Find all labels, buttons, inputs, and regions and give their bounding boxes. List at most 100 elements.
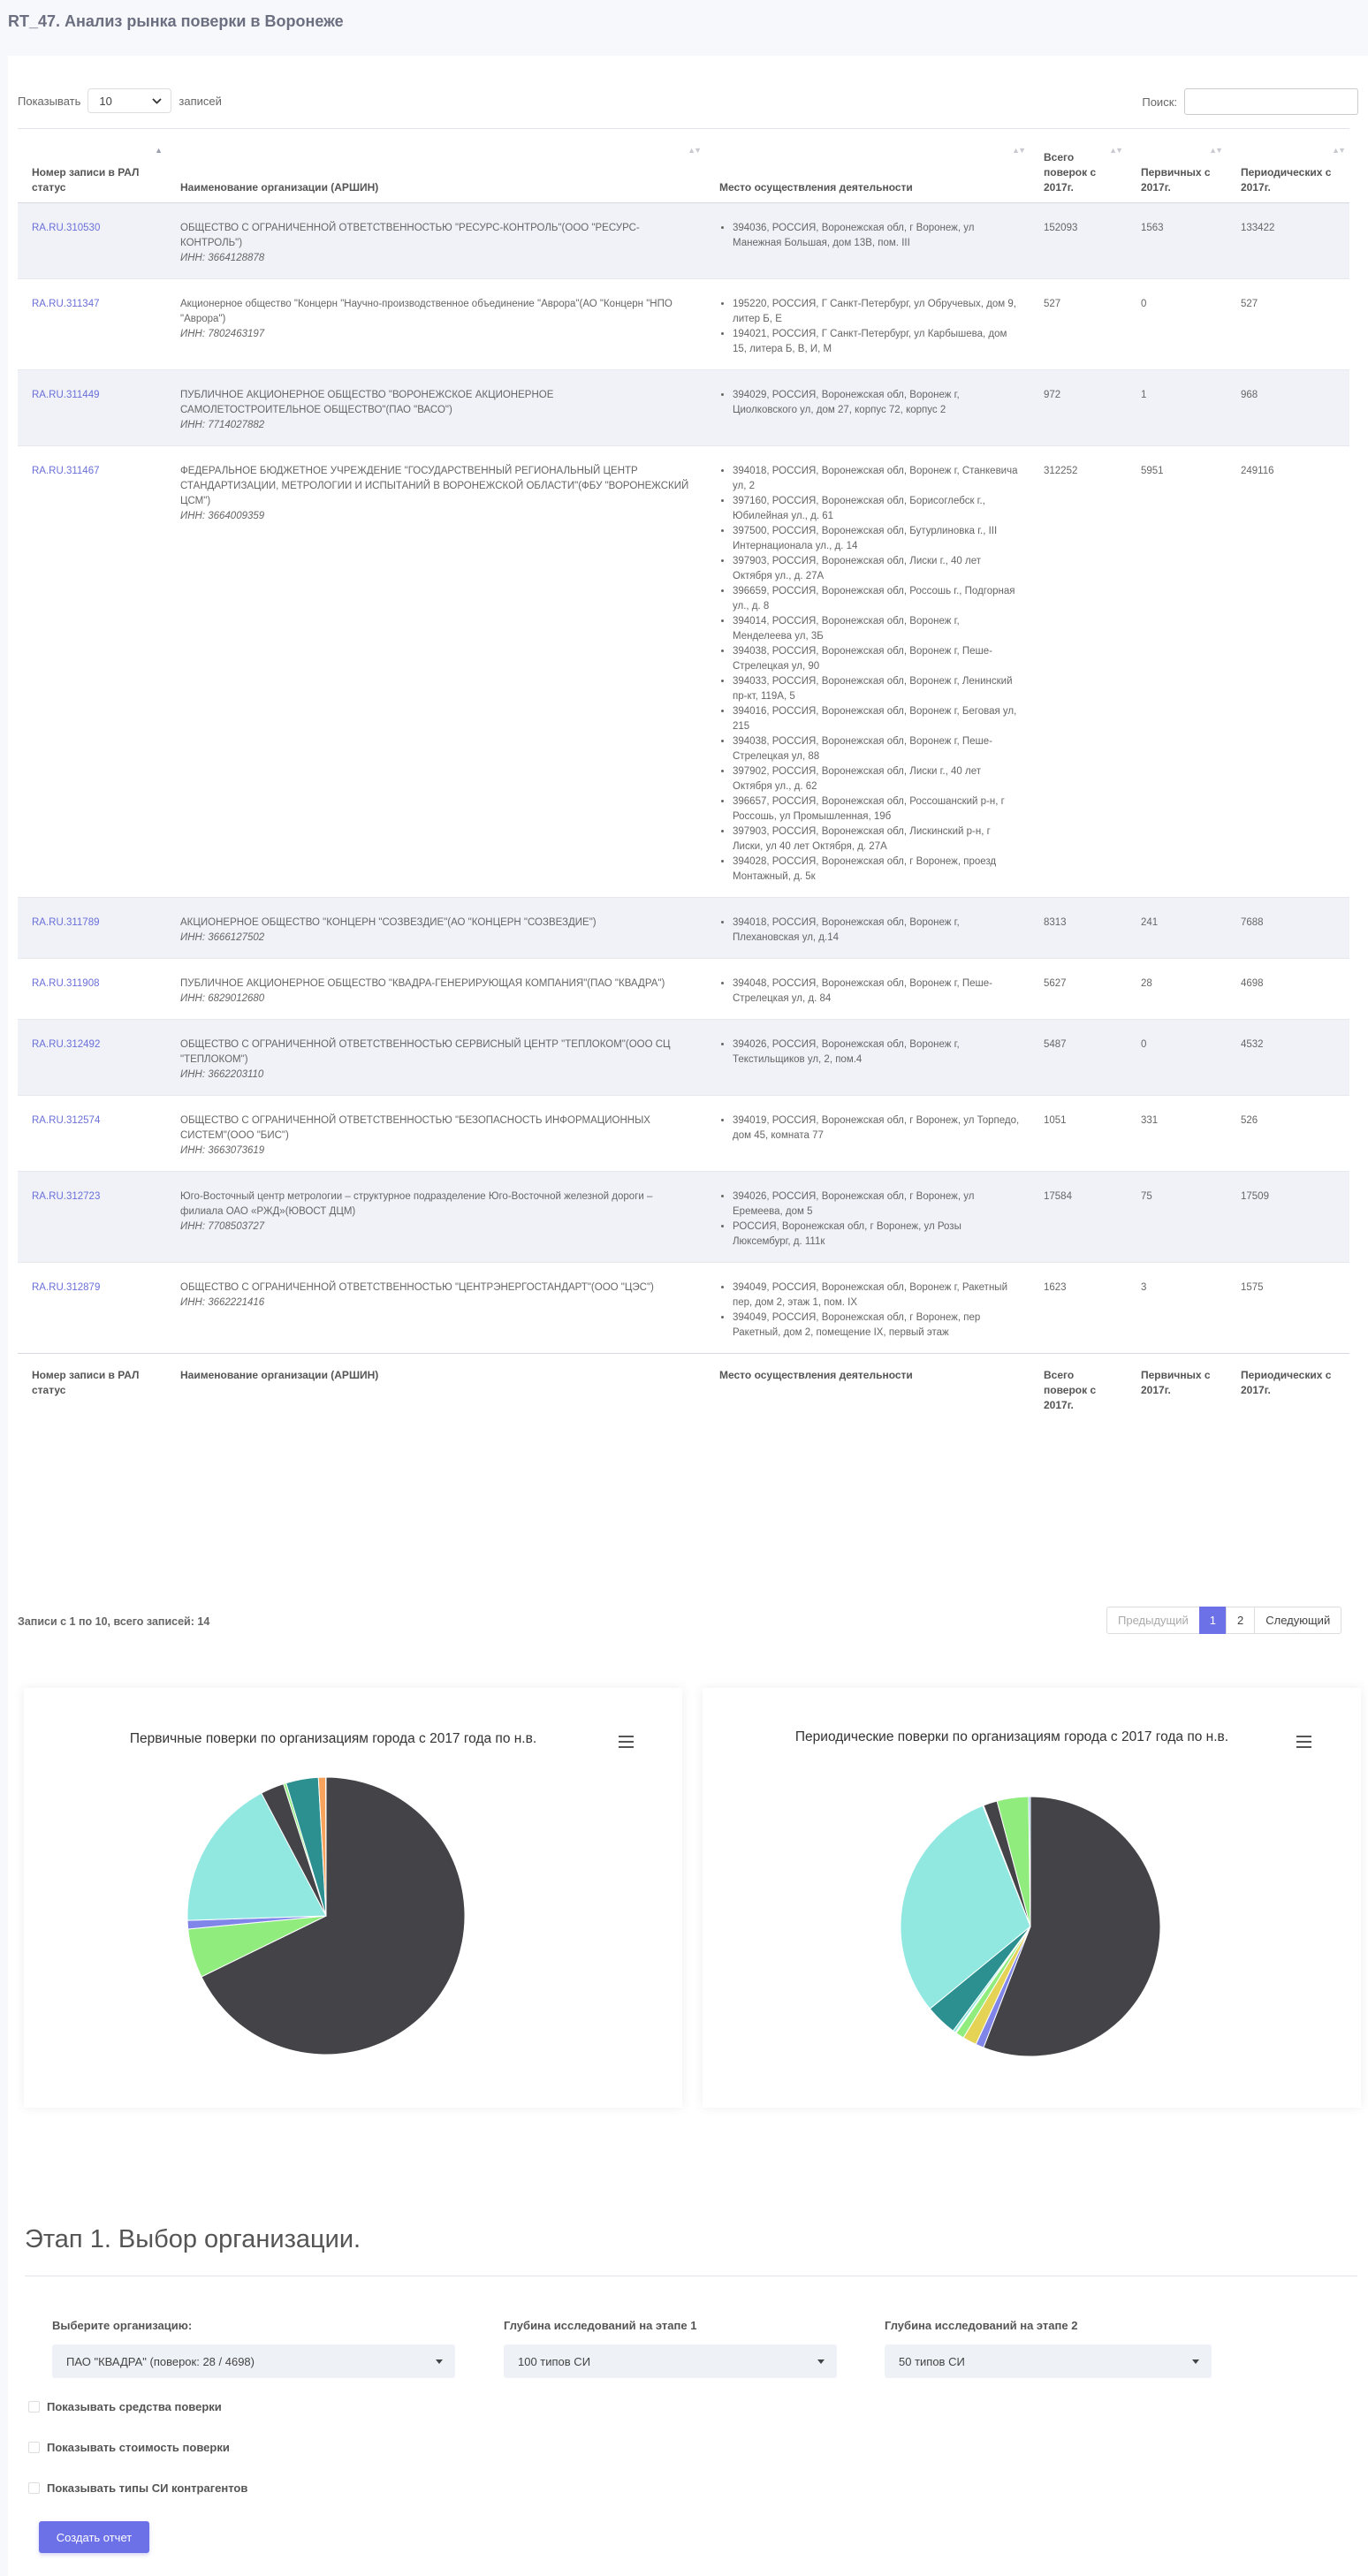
cell-org: ПУБЛИЧНОЕ АКЦИОНЕРНОЕ ОБЩЕСТВО "ВОРОНЕЖС… <box>166 369 705 446</box>
pie-slice[interactable] <box>201 1776 466 2055</box>
table-row: RA.RU.311789 АКЦИОНЕРНОЕ ОБЩЕСТВО "КОНЦЕР… <box>18 897 1349 959</box>
cell-primary: 28 <box>1127 958 1227 1020</box>
record-link[interactable]: RA.RU.311449 <box>32 390 100 400</box>
place-list: 394018, РОССИЯ, Воронежская обл, Воронеж… <box>733 916 1021 946</box>
place-item: 394014, РОССИЯ, Воронежская обл, Воронеж… <box>733 614 1021 644</box>
org-inn: ИНН: 7802463197 <box>180 329 265 339</box>
place-item: 194021, РОССИЯ, Г Санкт-Петербург, ул Ка… <box>733 327 1021 357</box>
org-name: Юго-Восточный центр метрологии – структу… <box>180 1191 653 1217</box>
checkbox-box[interactable] <box>28 2442 40 2453</box>
org-inn: ИНН: 6829012680 <box>180 993 265 1004</box>
cell-org: ФЕДЕРАЛЬНОЕ БЮДЖЕТНОЕ УЧРЕЖДЕНИЕ "ГОСУДА… <box>166 445 705 898</box>
footer-total: Всего поверок с 2017г. <box>1030 1353 1127 1432</box>
org-select[interactable]: ПАО "КВАДРА" (поверок: 28 / 4698) <box>52 2344 455 2378</box>
length-value: 10 <box>99 94 112 108</box>
col-header-total[interactable]: Всего поверок с 2017г. ▲▼ <box>1030 128 1127 203</box>
length-control: Показывать 10 записей <box>18 88 222 113</box>
col-header-org[interactable]: Наименование организации (АРШИН) ▲▼ <box>166 128 705 203</box>
footer-place: Место осуществления деятельности <box>705 1353 1030 1432</box>
cell-total: 5487 <box>1030 1019 1127 1096</box>
depth1-select-value: 100 типов СИ <box>518 2354 591 2368</box>
place-item: 394028, РОССИЯ, Воронежская обл, г Ворон… <box>733 855 1021 885</box>
checkbox-label: Показывать средства поверки <box>47 2400 222 2413</box>
place-list: 394018, РОССИЯ, Воронежская обл, Воронеж… <box>733 464 1021 885</box>
place-list: 394049, РОССИЯ, Воронежская обл, Воронеж… <box>733 1280 1021 1341</box>
prev-page-button[interactable]: Предыдущий <box>1106 1607 1200 1634</box>
record-link[interactable]: RA.RU.310530 <box>32 223 101 233</box>
chart-title: Периодические поверки по организациям го… <box>794 1729 1229 1744</box>
pie-slice[interactable] <box>900 1805 1031 2010</box>
record-link[interactable]: RA.RU.311467 <box>32 466 100 476</box>
cell-primary: 1563 <box>1127 202 1227 279</box>
cell-periodic: 133422 <box>1227 202 1349 279</box>
periodic-chart: Периодические поверки по организациям го… <box>703 1688 1361 2108</box>
show-cost-checkbox[interactable]: Показывать стоимость поверки <box>28 2441 230 2454</box>
pie-slice[interactable] <box>186 1792 327 1921</box>
place-item: 397903, РОССИЯ, Воронежская обл, Лискинс… <box>733 824 1021 855</box>
page-button-1[interactable]: 1 <box>1198 1607 1227 1634</box>
depth2-select[interactable]: 50 типов СИ <box>885 2344 1212 2378</box>
checkbox-label: Показывать стоимость поверки <box>47 2441 230 2454</box>
cell-number: RA.RU.311789 <box>18 897 166 959</box>
place-list: 195220, РОССИЯ, Г Санкт-Петербург, ул Об… <box>733 297 1021 357</box>
cell-org: ОБЩЕСТВО С ОГРАНИЧЕННОЙ ОТВЕТСТВЕННОСТЬЮ… <box>166 1019 705 1096</box>
org-name: ОБЩЕСТВО С ОГРАНИЧЕННОЙ ОТВЕТСТВЕННОСТЬЮ… <box>180 223 640 248</box>
cell-periodic: 249116 <box>1227 445 1349 898</box>
col-header-primary[interactable]: Первичных с 2017г. ▲▼ <box>1127 128 1227 203</box>
record-link[interactable]: RA.RU.311789 <box>32 917 100 928</box>
page-button-2[interactable]: 2 <box>1226 1607 1256 1634</box>
col-header-periodic[interactable]: Периодических с 2017г. ▲▼ <box>1227 128 1349 203</box>
cell-primary: 331 <box>1127 1095 1227 1172</box>
record-link[interactable]: RA.RU.311908 <box>32 978 100 989</box>
cell-org: ОБЩЕСТВО С ОГРАНИЧЕННОЙ ОТВЕТСТВЕННОСТЬЮ… <box>166 202 705 279</box>
cell-total: 972 <box>1030 369 1127 446</box>
depth2-select-value: 50 типов СИ <box>899 2354 965 2368</box>
cell-total: 527 <box>1030 278 1127 370</box>
chevron-down-icon <box>152 97 163 104</box>
col-header-place[interactable]: Место осуществления деятельности ▲▼ <box>705 128 1030 203</box>
col-header-number[interactable]: Номер записи в РАЛ статус ▲ <box>18 128 166 203</box>
record-link[interactable]: RA.RU.312492 <box>32 1039 101 1050</box>
create-report-button[interactable]: Создать отчет <box>39 2521 149 2553</box>
show-standards-checkbox[interactable]: Показывать средства поверки <box>28 2400 222 2413</box>
cell-total: 5627 <box>1030 958 1127 1020</box>
table-row: RA.RU.310530 ОБЩЕСТВО С ОГРАНИЧЕННОЙ ОТВЕ… <box>18 202 1349 279</box>
org-inn: ИНН: 7714027882 <box>180 420 265 430</box>
cell-primary: 5951 <box>1127 445 1227 898</box>
depth1-select[interactable]: 100 типов СИ <box>504 2344 837 2378</box>
primary-chart: Первичные поверки по организациям города… <box>24 1688 682 2108</box>
checkbox-box[interactable] <box>28 2482 40 2494</box>
cell-place: 394048, РОССИЯ, Воронежская обл, Воронеж… <box>705 958 1030 1020</box>
cell-number: RA.RU.311347 <box>18 278 166 370</box>
depth1-label: Глубина исследований на этапе 1 <box>504 2319 697 2332</box>
record-link[interactable]: RA.RU.312723 <box>32 1191 101 1202</box>
search-input[interactable] <box>1184 88 1358 115</box>
pie-slice[interactable] <box>1028 1796 1031 1927</box>
menu-icon[interactable] <box>1296 1736 1311 1749</box>
cell-periodic: 1575 <box>1227 1262 1349 1354</box>
checkbox-box[interactable] <box>28 2401 40 2413</box>
cell-periodic: 7688 <box>1227 897 1349 959</box>
next-page-button[interactable]: Следующий <box>1254 1607 1342 1634</box>
record-link[interactable]: RA.RU.312574 <box>32 1115 101 1126</box>
show-types-checkbox[interactable]: Показывать типы СИ контрагентов <box>28 2481 247 2495</box>
place-list: 394026, РОССИЯ, Воронежская обл, Воронеж… <box>733 1037 1021 1068</box>
table-row: RA.RU.311449 ПУБЛИЧНОЕ АКЦИОНЕРНОЕ ОБЩЕСТ… <box>18 369 1349 446</box>
pie-slice[interactable] <box>983 1796 1161 2057</box>
menu-icon[interactable] <box>619 1736 634 1749</box>
place-list: 394029, РОССИЯ, Воронежская обл, Воронеж… <box>733 388 1021 418</box>
length-select[interactable]: 10 <box>87 88 172 113</box>
cell-place: 394029, РОССИЯ, Воронежская обл, Воронеж… <box>705 369 1030 446</box>
show-label: Показывать <box>18 94 81 108</box>
sort-asc-icon: ▲ <box>155 146 163 155</box>
cell-org: Юго-Восточный центр метрологии – структу… <box>166 1171 705 1263</box>
caret-down-icon <box>436 2359 443 2364</box>
place-item: 394049, РОССИЯ, Воронежская обл, Воронеж… <box>733 1280 1021 1311</box>
record-link[interactable]: RA.RU.311347 <box>32 299 100 309</box>
sort-icon: ▲▼ <box>1109 146 1123 155</box>
cell-number: RA.RU.311449 <box>18 369 166 446</box>
record-link[interactable]: RA.RU.312879 <box>32 1282 101 1293</box>
cell-org: ОБЩЕСТВО С ОГРАНИЧЕННОЙ ОТВЕТСТВЕННОСТЬЮ… <box>166 1095 705 1172</box>
depth2-label: Глубина исследований на этапе 2 <box>885 2319 1078 2332</box>
place-item: 394038, РОССИЯ, Воронежская обл, Воронеж… <box>733 734 1021 764</box>
